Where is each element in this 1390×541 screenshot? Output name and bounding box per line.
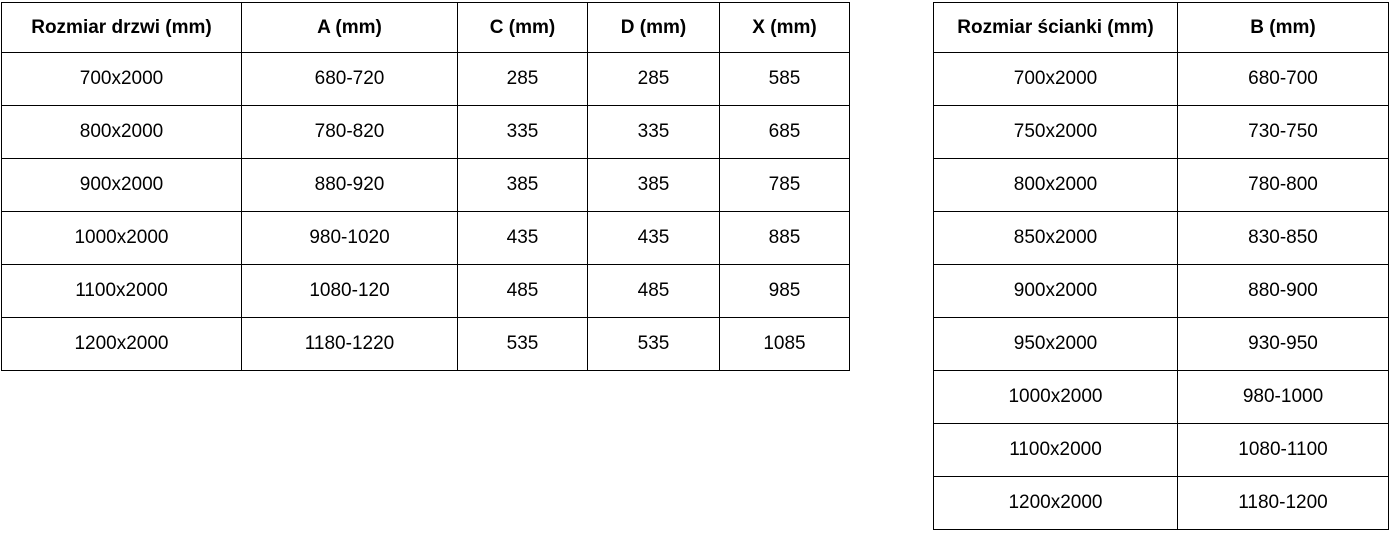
table-cell: 485 (457, 264, 588, 318)
table-cell: 980-1000 (1177, 370, 1389, 424)
table-row: 1100x2000 1080-120 485 485 985 (1, 264, 850, 318)
table-cell: 435 (457, 211, 588, 265)
table-cell: 285 (457, 52, 588, 106)
table-cell: 880-920 (241, 158, 458, 212)
table-cell: 680-720 (241, 52, 458, 106)
table-cell: 535 (587, 317, 720, 371)
table-row: 850x2000 830-850 (933, 211, 1389, 265)
wall-sizes-table: Rozmiar ścianki (mm) B (mm) 700x2000 680-7… (933, 2, 1389, 530)
table-row: 800x2000 780-820 335 335 685 (1, 105, 850, 159)
table-cell: 335 (587, 105, 720, 159)
column-header: Rozmiar drzwi (mm) (1, 2, 242, 53)
column-header: B (mm) (1177, 2, 1389, 53)
table-cell: 1100x2000 (933, 423, 1178, 477)
table-cell: 780-820 (241, 105, 458, 159)
table-cell: 585 (719, 52, 850, 106)
table-cell: 830-850 (1177, 211, 1389, 265)
table-cell: 885 (719, 211, 850, 265)
column-header: C (mm) (457, 2, 588, 53)
table-cell: 700x2000 (933, 52, 1178, 106)
table-row: 700x2000 680-720 285 285 585 (1, 52, 850, 106)
table-cell: 700x2000 (1, 52, 242, 106)
table-cell: 800x2000 (1, 105, 242, 159)
table-cell: 285 (587, 52, 720, 106)
table-cell: 435 (587, 211, 720, 265)
table-cell: 1200x2000 (1, 317, 242, 371)
table-cell: 900x2000 (933, 264, 1178, 318)
table-row: 900x2000 880-920 385 385 785 (1, 158, 850, 212)
table-cell: 800x2000 (933, 158, 1178, 212)
table-cell: 1085 (719, 317, 850, 371)
table-cell: 1080-1100 (1177, 423, 1389, 477)
table-cell: 1000x2000 (1, 211, 242, 265)
table-row: 900x2000 880-900 (933, 264, 1389, 318)
table-cell: 680-700 (1177, 52, 1389, 106)
table-cell: 1180-1220 (241, 317, 458, 371)
table-row: 1000x2000 980-1020 435 435 885 (1, 211, 850, 265)
table-cell: 980-1020 (241, 211, 458, 265)
table-cell: 900x2000 (1, 158, 242, 212)
table-cell: 930-950 (1177, 317, 1389, 371)
table-cell: 1000x2000 (933, 370, 1178, 424)
table-row: 950x2000 930-950 (933, 317, 1389, 371)
table-row: 1100x2000 1080-1100 (933, 423, 1389, 477)
table-cell: 880-900 (1177, 264, 1389, 318)
wall-sizes-header-row: Rozmiar ścianki (mm) B (mm) (933, 2, 1389, 53)
table-row: 800x2000 780-800 (933, 158, 1389, 212)
door-sizes-table: Rozmiar drzwi (mm) A (mm) C (mm) D (mm) X (m… (1, 2, 850, 371)
table-row: 700x2000 680-700 (933, 52, 1389, 106)
table-cell: 750x2000 (933, 105, 1178, 159)
table-cell: 985 (719, 264, 850, 318)
column-header: Rozmiar ścianki (mm) (933, 2, 1178, 53)
table-cell: 1100x2000 (1, 264, 242, 318)
table-cell: 1180-1200 (1177, 476, 1389, 530)
column-header: A (mm) (241, 2, 458, 53)
table-cell: 785 (719, 158, 850, 212)
table-cell: 1200x2000 (933, 476, 1178, 530)
table-cell: 385 (587, 158, 720, 212)
table-row: 1200x2000 1180-1220 535 535 1085 (1, 317, 850, 371)
column-header: D (mm) (587, 2, 720, 53)
door-sizes-header-row: Rozmiar drzwi (mm) A (mm) C (mm) D (mm) X (m… (1, 2, 850, 53)
table-cell: 780-800 (1177, 158, 1389, 212)
column-header: X (mm) (719, 2, 850, 53)
table-row: 1000x2000 980-1000 (933, 370, 1389, 424)
table-cell: 1080-120 (241, 264, 458, 318)
table-cell: 950x2000 (933, 317, 1178, 371)
table-cell: 335 (457, 105, 588, 159)
table-cell: 385 (457, 158, 588, 212)
table-cell: 485 (587, 264, 720, 318)
table-cell: 730-750 (1177, 105, 1389, 159)
table-row: 750x2000 730-750 (933, 105, 1389, 159)
table-cell: 685 (719, 105, 850, 159)
table-cell: 535 (457, 317, 588, 371)
table-cell: 850x2000 (933, 211, 1178, 265)
table-row: 1200x2000 1180-1200 (933, 476, 1389, 530)
